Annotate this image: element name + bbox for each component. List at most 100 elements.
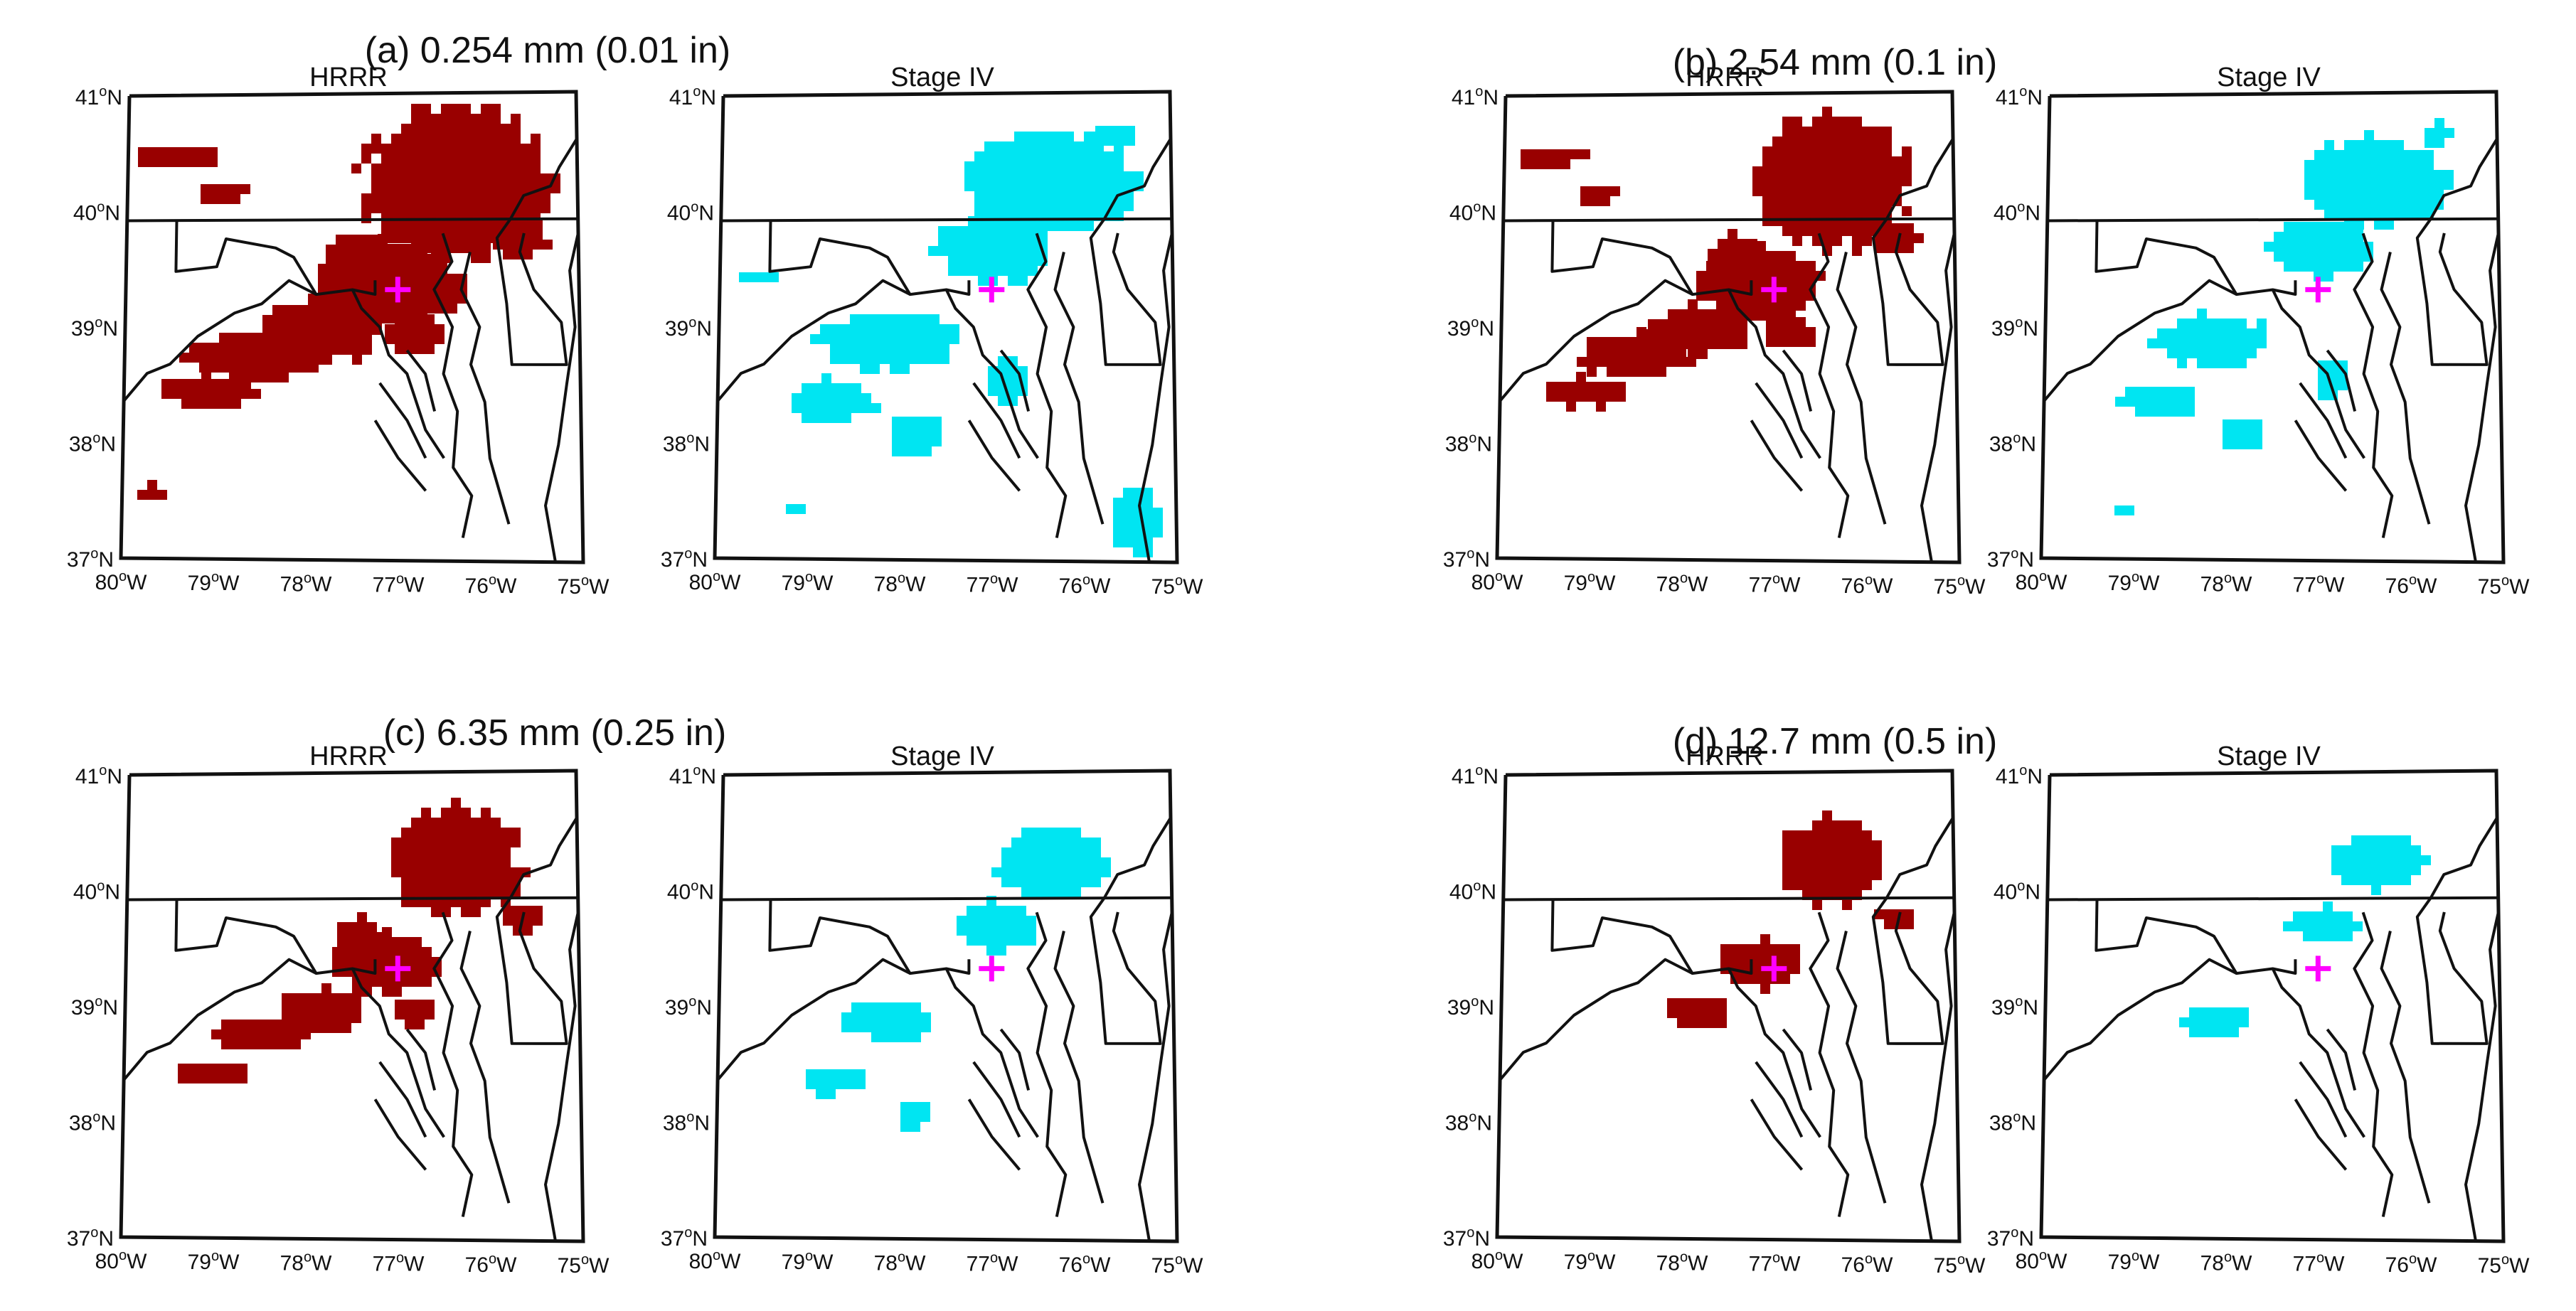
precip-cell <box>1044 181 1054 191</box>
precip-cell <box>1540 149 1550 159</box>
precip-cell <box>900 1102 910 1112</box>
precip-cell <box>1531 159 1540 169</box>
precip-cell <box>1024 171 1034 181</box>
precip-cell <box>392 947 402 957</box>
precip-cell <box>281 1029 291 1039</box>
state-boundary <box>2380 252 2431 525</box>
precip-cell <box>932 437 942 446</box>
precip-cell <box>1001 857 1011 867</box>
precip-cell <box>511 867 521 877</box>
precip-cell <box>1822 830 1832 840</box>
precip-cell <box>2401 855 2411 865</box>
precip-cell <box>1872 206 1882 216</box>
map-title: Stage IV <box>890 742 994 771</box>
precip-cell <box>1646 367 1656 377</box>
precip-cell <box>1728 259 1737 269</box>
precip-cell <box>421 134 431 144</box>
precip-cell <box>368 294 378 304</box>
precip-cell <box>2374 180 2384 190</box>
precip-cell <box>1852 880 1862 890</box>
precip-cell <box>2197 348 2207 358</box>
precip-cell <box>836 1069 846 1079</box>
precip-cell <box>891 1032 901 1042</box>
precip-cell <box>2394 190 2404 200</box>
precip-cell <box>411 847 421 857</box>
precip-cell <box>241 379 251 389</box>
precip-cell <box>1914 233 1924 243</box>
precip-cell <box>401 173 411 183</box>
precip-cell <box>2343 232 2353 242</box>
precip-cell <box>1822 850 1832 860</box>
precip-cell <box>1064 221 1074 231</box>
precip-cell <box>2394 180 2404 190</box>
precip-cell <box>411 104 421 114</box>
precip-cell <box>2434 170 2444 180</box>
precip-cell <box>949 324 959 334</box>
precip-cell <box>188 1064 198 1074</box>
precip-cell <box>501 857 511 867</box>
precip-cell <box>2414 200 2424 210</box>
lon-tick-label: 78oW <box>874 1249 927 1275</box>
lon-tick-label: 77oW <box>1749 572 1801 597</box>
precip-cell <box>1004 171 1014 181</box>
precip-cell <box>342 957 352 967</box>
precip-cell <box>388 244 398 254</box>
precip-cell <box>1028 256 1038 266</box>
precip-cell <box>471 907 481 917</box>
precip-cell <box>984 171 994 181</box>
precip-cell <box>381 144 391 154</box>
precip-cell <box>431 114 441 124</box>
precip-cell <box>249 373 259 382</box>
precip-cell <box>491 838 501 847</box>
precip-cell <box>1596 392 1606 402</box>
precip-cell <box>2318 380 2328 390</box>
precip-cell <box>366 255 376 264</box>
precip-cell <box>503 906 513 916</box>
precip-cell <box>402 957 412 967</box>
precip-cell <box>228 1074 238 1083</box>
precip-cell <box>2344 140 2354 150</box>
precip-cell <box>269 343 279 353</box>
precip-cell <box>262 325 272 335</box>
precip-cell <box>1153 508 1163 518</box>
precip-cell <box>422 977 432 987</box>
precip-cell <box>1081 857 1091 867</box>
precip-cell <box>920 334 930 344</box>
precip-cell <box>1008 276 1018 286</box>
precip-cell <box>2434 190 2444 200</box>
precip-cell <box>231 399 241 409</box>
lon-tick-label: 78oW <box>1656 1249 1709 1275</box>
precip-cell <box>1782 860 1792 870</box>
precip-cell <box>415 314 425 324</box>
precip-cell <box>2284 262 2294 272</box>
precip-cell <box>2404 210 2414 220</box>
precip-cell <box>1716 281 1726 291</box>
precip-cell <box>269 373 279 382</box>
precip-cell <box>337 922 347 932</box>
lat-tick-label: 37oN <box>67 1225 114 1251</box>
precip-cell <box>417 244 427 254</box>
precip-cell <box>2444 170 2454 180</box>
precip-cell <box>841 1022 851 1032</box>
state-boundary <box>2326 349 2357 412</box>
precip-cell <box>2284 222 2294 232</box>
precip-cell <box>191 389 201 399</box>
precip-cell <box>2324 200 2334 210</box>
precip-cell <box>366 274 376 284</box>
precip-cell <box>531 203 541 213</box>
precip-cell <box>978 246 988 256</box>
lon-tick-label: 79oW <box>188 569 240 595</box>
precip-cell <box>461 867 471 877</box>
precip-cell <box>431 124 441 134</box>
precip-cell <box>974 191 984 201</box>
precip-cell <box>198 157 208 167</box>
map-title: Stage IV <box>2217 63 2321 92</box>
state-boundary <box>127 896 578 901</box>
precip-cell <box>890 354 900 364</box>
precip-cell <box>1616 392 1626 402</box>
precip-cell <box>481 146 491 156</box>
precip-cell <box>1026 936 1036 946</box>
precip-cell <box>1802 216 1812 226</box>
precip-cell <box>2177 338 2187 348</box>
precip-cell <box>503 916 513 926</box>
